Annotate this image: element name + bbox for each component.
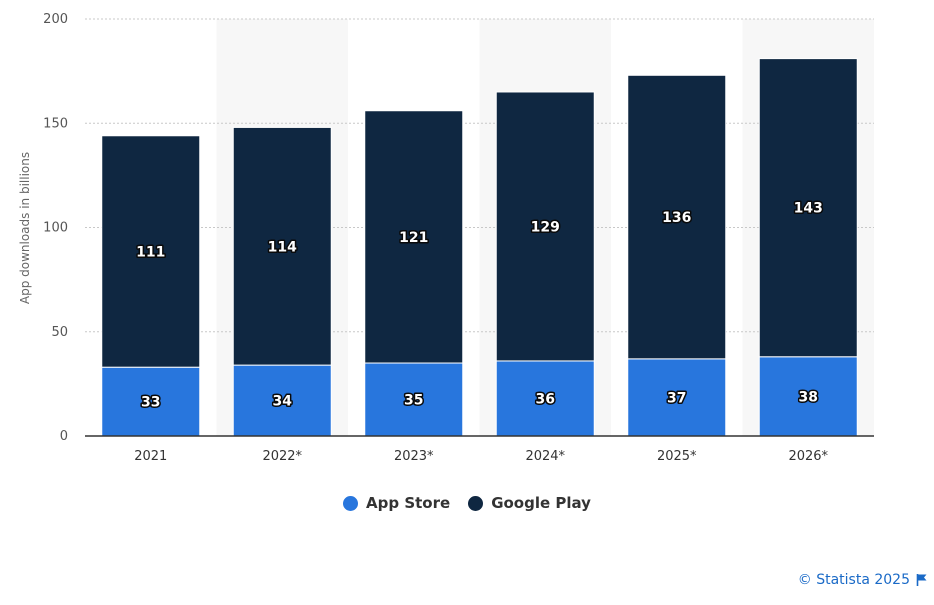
y-tick-100: 100 bbox=[43, 221, 68, 236]
x-axis-ticks: 2021 2022* 2023* 2024* 2025* 2026* bbox=[134, 449, 828, 464]
credit-text: © Statista 2025 bbox=[797, 572, 910, 588]
data-label-app-store-2025: 37 bbox=[667, 390, 686, 406]
data-label-google-play-2024: 129 bbox=[531, 219, 560, 235]
bar-google-play-2022 bbox=[232, 126, 332, 366]
bar-google-play-2024 bbox=[495, 91, 595, 362]
legend: App Store Google Play bbox=[0, 494, 934, 512]
data-label-google-play-2022: 114 bbox=[268, 239, 297, 255]
legend-item-google-play[interactable]: Google Play bbox=[468, 494, 591, 512]
statista-credit-link[interactable]: © Statista 2025 bbox=[798, 572, 928, 588]
y-tick-50: 50 bbox=[51, 325, 68, 340]
legend-label-app-store: App Store bbox=[366, 494, 451, 512]
flag-icon bbox=[916, 574, 927, 586]
bar-google-play-2025 bbox=[627, 74, 727, 360]
y-tick-150: 150 bbox=[43, 116, 68, 131]
y-axis-ticks: 0 50 100 150 200 bbox=[43, 12, 68, 444]
legend-item-app-store[interactable]: App Store bbox=[343, 494, 450, 512]
stacked-bar-chart: 0 50 100 150 200 App downloads in billions 3… bbox=[18, 12, 874, 464]
bar-app-store-2021 bbox=[101, 366, 201, 437]
bars: 33 111 34 114 35 121 36 129 37 136 38 143 bbox=[101, 58, 858, 437]
legend-label-google-play: Google Play bbox=[491, 494, 591, 512]
y-tick-0: 0 bbox=[60, 429, 68, 444]
gridlines bbox=[85, 18, 874, 333]
data-label-app-store-2023: 35 bbox=[404, 393, 423, 409]
bar-app-store-2022 bbox=[232, 364, 332, 437]
bar-google-play-2021 bbox=[101, 135, 201, 368]
data-label-google-play-2021: 111 bbox=[136, 244, 165, 260]
y-tick-200: 200 bbox=[43, 12, 68, 27]
x-tick-2026: 2026* bbox=[788, 449, 828, 464]
data-label-app-store-2022: 34 bbox=[273, 394, 293, 410]
bar-app-store-2025 bbox=[627, 358, 727, 437]
x-tick-2023: 2023* bbox=[394, 449, 434, 464]
x-tick-2022: 2022* bbox=[262, 449, 302, 464]
x-tick-2021: 2021 bbox=[134, 449, 167, 464]
data-label-google-play-2023: 121 bbox=[399, 230, 428, 246]
x-tick-2025: 2025* bbox=[657, 449, 697, 464]
data-label-google-play-2025: 136 bbox=[662, 210, 691, 226]
data-label-app-store-2024: 36 bbox=[536, 391, 555, 407]
legend-swatch-google-play bbox=[468, 495, 484, 511]
data-label-app-store-2026: 38 bbox=[799, 389, 818, 405]
bar-google-play-2023 bbox=[364, 110, 464, 364]
x-tick-2024: 2024* bbox=[525, 449, 565, 464]
bar-app-store-2026 bbox=[758, 356, 858, 437]
legend-swatch-app-store bbox=[343, 495, 359, 511]
bar-google-play-2026 bbox=[758, 58, 858, 358]
data-label-google-play-2026: 143 bbox=[794, 201, 823, 217]
data-label-app-store-2021: 33 bbox=[141, 395, 160, 411]
y-axis-label: App downloads in billions bbox=[18, 152, 32, 304]
